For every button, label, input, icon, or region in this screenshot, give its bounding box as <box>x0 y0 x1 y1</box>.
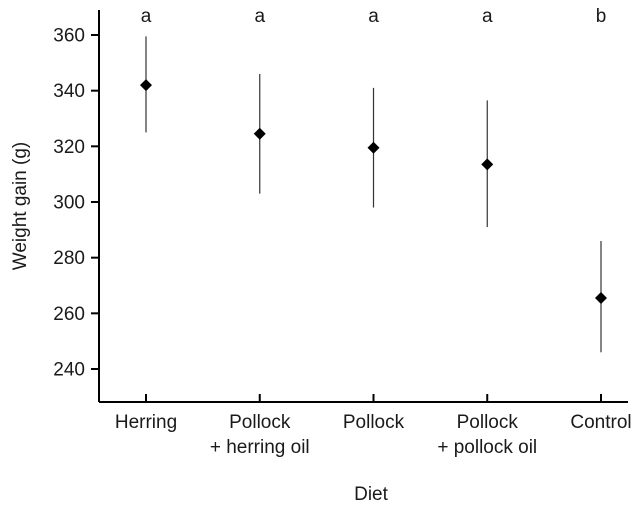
x-tick-label: Pollock + pollock oil <box>437 412 537 458</box>
x-tick-label: Pollock + herring oil <box>210 412 310 458</box>
x-axis-title: Diet <box>354 484 389 505</box>
x-tick-label: Herring <box>115 412 177 433</box>
data-point <box>140 79 152 92</box>
axes <box>98 10 628 403</box>
significance-label: a <box>254 6 265 27</box>
data-point <box>481 158 494 171</box>
x-axis-ticks: Herring Pollock + herring oil Pollock Polloc… <box>115 394 632 458</box>
y-tick-label: 300 <box>53 193 85 214</box>
significance-label: a <box>368 6 379 27</box>
y-tick-label: 360 <box>53 26 85 47</box>
y-axis-ticks: 240 260 280 300 320 340 360 <box>53 26 99 381</box>
y-tick-label: 320 <box>53 137 85 158</box>
significance-label: a <box>141 6 152 27</box>
y-tick-label: 240 <box>53 360 85 381</box>
significance-label: b <box>596 6 607 27</box>
y-tick-label: 260 <box>53 304 85 325</box>
data-point <box>595 292 607 305</box>
x-tick-label: Pollock <box>343 412 405 433</box>
data-point <box>253 127 266 140</box>
y-tick-label: 280 <box>53 248 85 269</box>
y-axis-title: Weight gain (g) <box>10 142 31 271</box>
data-point <box>367 141 380 154</box>
x-tick-label: Control <box>570 412 631 433</box>
significance-label: a <box>482 6 493 27</box>
y-tick-label: 340 <box>53 81 85 102</box>
